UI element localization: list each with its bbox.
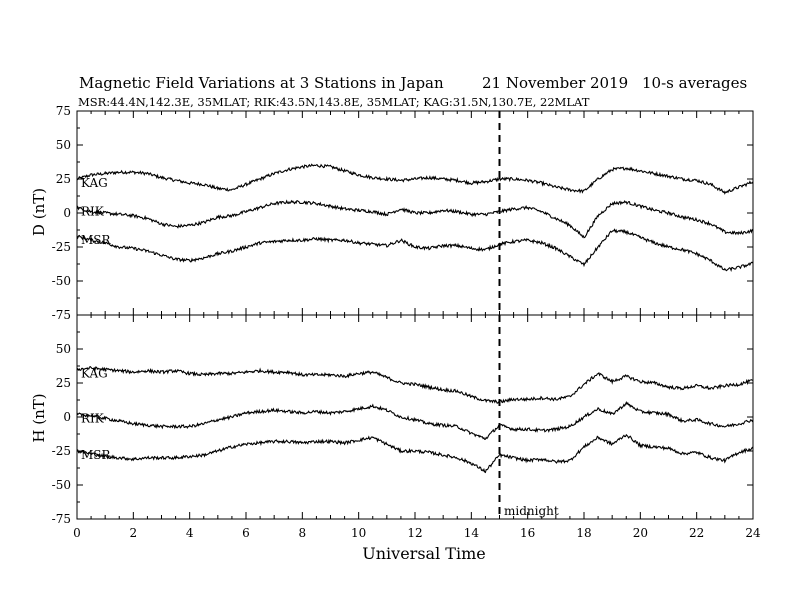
series-line-kag-0 — [76, 163, 754, 195]
series-line-rik-0 — [76, 199, 754, 239]
y-tick-label: -25 — [52, 240, 71, 254]
y-tick-label: 0 — [63, 206, 71, 220]
midnight-label: midnight — [504, 504, 559, 518]
d-panel-ylabel: D (nT) — [30, 188, 48, 236]
y-tick-label: -75 — [52, 512, 71, 526]
series-label-msr: MSR — [81, 233, 112, 247]
x-tick-label: 20 — [633, 526, 648, 540]
x-tick-label: 18 — [576, 526, 591, 540]
y-tick-label: 25 — [56, 172, 71, 186]
x-tick-label: 6 — [242, 526, 250, 540]
x-tick-label: 0 — [73, 526, 81, 540]
panel-frame-0 — [76, 110, 754, 316]
y-tick-label: -50 — [52, 478, 71, 492]
series-label-rik: RIK — [81, 411, 105, 425]
x-tick-label: 24 — [745, 526, 761, 540]
averaging-label: 10-s averages — [642, 74, 747, 92]
series-line-msr-0 — [76, 228, 754, 272]
x-tick-label: 2 — [130, 526, 138, 540]
series-line-rik-1 — [76, 401, 754, 440]
x-tick-label: 8 — [299, 526, 307, 540]
series-label-rik: RIK — [81, 205, 105, 219]
x-tick-label: 12 — [407, 526, 422, 540]
x-tick-label: 4 — [186, 526, 194, 540]
series-label-kag: KAG — [81, 366, 108, 380]
chart-date: 21 November 2019 — [482, 74, 628, 92]
panel-frame-1 — [76, 314, 754, 520]
y-tick-label: 50 — [56, 138, 71, 152]
x-tick-label: 22 — [689, 526, 704, 540]
x-tick-label: 10 — [351, 526, 366, 540]
y-tick-label: -25 — [52, 444, 71, 458]
series-label-msr: MSR — [81, 448, 112, 462]
x-tick-label: 14 — [464, 526, 480, 540]
y-tick-label: -50 — [52, 274, 71, 288]
series-line-kag-1 — [76, 366, 754, 404]
x-tick-label: 16 — [520, 526, 535, 540]
chart-title: Magnetic Field Variations at 3 Stations … — [79, 74, 444, 92]
h-panel-ylabel: H (nT) — [30, 393, 48, 442]
y-tick-label: 0 — [63, 410, 71, 424]
y-tick-label: 50 — [56, 342, 71, 356]
x-axis-label: Universal Time — [362, 544, 485, 563]
series-layer: KAG RIK MSR KAG RIK MSR — [76, 163, 754, 474]
y-tick-label: 75 — [56, 104, 71, 118]
y-tick-label: 25 — [56, 376, 71, 390]
y-tick-label: -75 — [52, 308, 71, 322]
series-label-kag: KAG — [81, 176, 108, 190]
stations-info: MSR:44.4N,142.3E, 35MLAT; RIK:43.5N,143.… — [78, 95, 590, 109]
series-line-msr-1 — [76, 433, 754, 474]
